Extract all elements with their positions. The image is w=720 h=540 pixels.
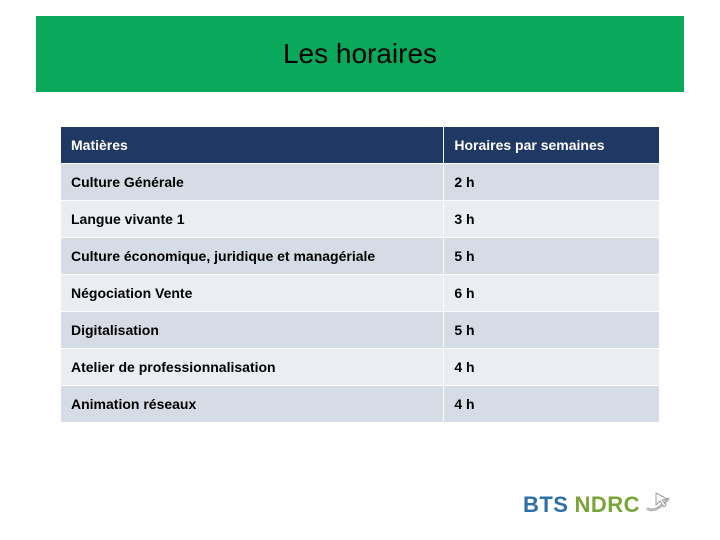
table-row: Culture Générale 2 h xyxy=(61,164,660,201)
table-row: Culture économique, juridique et managér… xyxy=(61,238,660,275)
table-row: Langue vivante 1 3 h xyxy=(61,201,660,238)
cell-hours: 3 h xyxy=(444,201,660,238)
cell-subject: Négociation Vente xyxy=(61,275,444,312)
cell-hours: 5 h xyxy=(444,312,660,349)
logo-bts-text: BTS xyxy=(523,492,569,518)
bts-ndrc-logo: BTS NDRC xyxy=(523,489,672,520)
cursor-swoosh-icon xyxy=(646,489,672,520)
table-row: Négociation Vente 6 h xyxy=(61,275,660,312)
col-header-subject: Matières xyxy=(61,127,444,164)
slide-title: Les horaires xyxy=(283,38,437,70)
cell-subject: Culture économique, juridique et managér… xyxy=(61,238,444,275)
table-row: Digitalisation 5 h xyxy=(61,312,660,349)
cell-subject: Culture Générale xyxy=(61,164,444,201)
logo-ndrc-text: NDRC xyxy=(574,492,640,518)
cell-subject: Animation réseaux xyxy=(61,386,444,423)
cell-hours: 4 h xyxy=(444,386,660,423)
schedule-table: Matières Horaires par semaines Culture G… xyxy=(60,126,660,423)
cell-subject: Atelier de professionnalisation xyxy=(61,349,444,386)
cell-hours: 2 h xyxy=(444,164,660,201)
col-header-hours: Horaires par semaines xyxy=(444,127,660,164)
slide: Les horaires Matières Horaires par semai… xyxy=(0,0,720,540)
cell-hours: 4 h xyxy=(444,349,660,386)
cell-subject: Langue vivante 1 xyxy=(61,201,444,238)
table-header: Matières Horaires par semaines xyxy=(61,127,660,164)
table-row: Atelier de professionnalisation 4 h xyxy=(61,349,660,386)
cell-hours: 5 h xyxy=(444,238,660,275)
schedule-table-container: Matières Horaires par semaines Culture G… xyxy=(60,126,660,423)
table-row: Animation réseaux 4 h xyxy=(61,386,660,423)
cell-subject: Digitalisation xyxy=(61,312,444,349)
title-bar: Les horaires xyxy=(36,16,684,92)
table-body: Culture Générale 2 h Langue vivante 1 3 … xyxy=(61,164,660,423)
cell-hours: 6 h xyxy=(444,275,660,312)
